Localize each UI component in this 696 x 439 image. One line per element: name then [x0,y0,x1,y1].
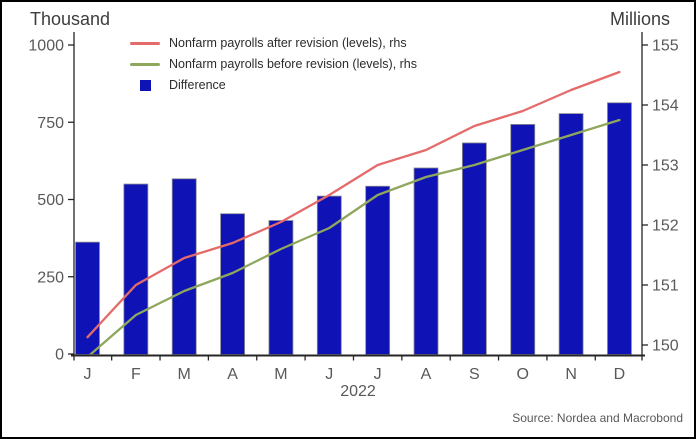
difference-bar-N10 [558,113,584,355]
legend-label-difference: Difference [169,78,226,92]
left-axis-tick-label: 750 [37,115,64,132]
month-label-7: A [421,366,432,383]
difference-bar-D11 [607,102,632,355]
left-axis-tick-label: 1000 [28,38,64,55]
right-axis-tick-label: 152 [652,218,679,235]
difference-bar-M2 [171,178,197,355]
month-label-2: M [178,366,191,383]
left-axis-tick-label: 0 [55,347,64,364]
difference-bar-A7 [413,167,439,355]
difference-bar-S8 [461,142,487,355]
legend-item-after-revision: Nonfarm payrolls after revision (levels)… [130,35,417,51]
right-axis-tick-label: 153 [652,158,679,175]
month-label-0: J [84,366,92,383]
month-label-3: A [227,366,238,383]
difference-bar-O9 [510,124,536,355]
right-axis-title: Millions [609,9,670,29]
x-axis-year-label: 2022 [340,383,376,400]
right-axis-tick-label: 154 [652,98,679,115]
legend-item-before-revision: Nonfarm payrolls before revision (levels… [130,56,417,72]
left-axis-tick-label: 250 [37,269,64,286]
difference-bar-J5 [316,195,342,355]
difference-bar-M4 [268,220,294,355]
difference-bar-J6 [365,185,391,355]
before-revision-line-swatch [130,62,160,66]
left-axis-tick-label: 500 [37,192,64,209]
month-label-10: N [565,366,577,383]
month-label-11: D [614,366,626,383]
month-label-4: M [274,366,287,383]
right-axis-tick-label: 155 [652,38,679,55]
after-revision-line-swatch [130,41,160,45]
difference-bar-swatch [139,79,151,91]
difference-bar-A3 [220,213,245,355]
month-label-9: O [517,366,529,383]
right-axis-tick-label: 151 [652,278,679,295]
difference-bar-F1 [123,183,149,355]
month-label-1: F [131,366,141,383]
month-label-5: J [325,366,333,383]
legend-label-after-revision: Nonfarm payrolls after revision (levels)… [169,36,407,50]
legend-label-before-revision: Nonfarm payrolls before revision (levels… [169,57,418,71]
after-revision-line [86,70,621,339]
right-axis-tick-label: 150 [652,338,679,355]
month-label-8: S [469,366,480,383]
legend: Nonfarm payrolls after revision (levels)… [130,35,417,93]
left-axis-title: Thousand [30,9,111,29]
source-note: Source: Nordea and Macrobond [512,411,683,425]
legend-item-difference: Difference [130,77,417,93]
month-label-6: J [374,366,382,383]
before-revision-line [88,118,621,355]
